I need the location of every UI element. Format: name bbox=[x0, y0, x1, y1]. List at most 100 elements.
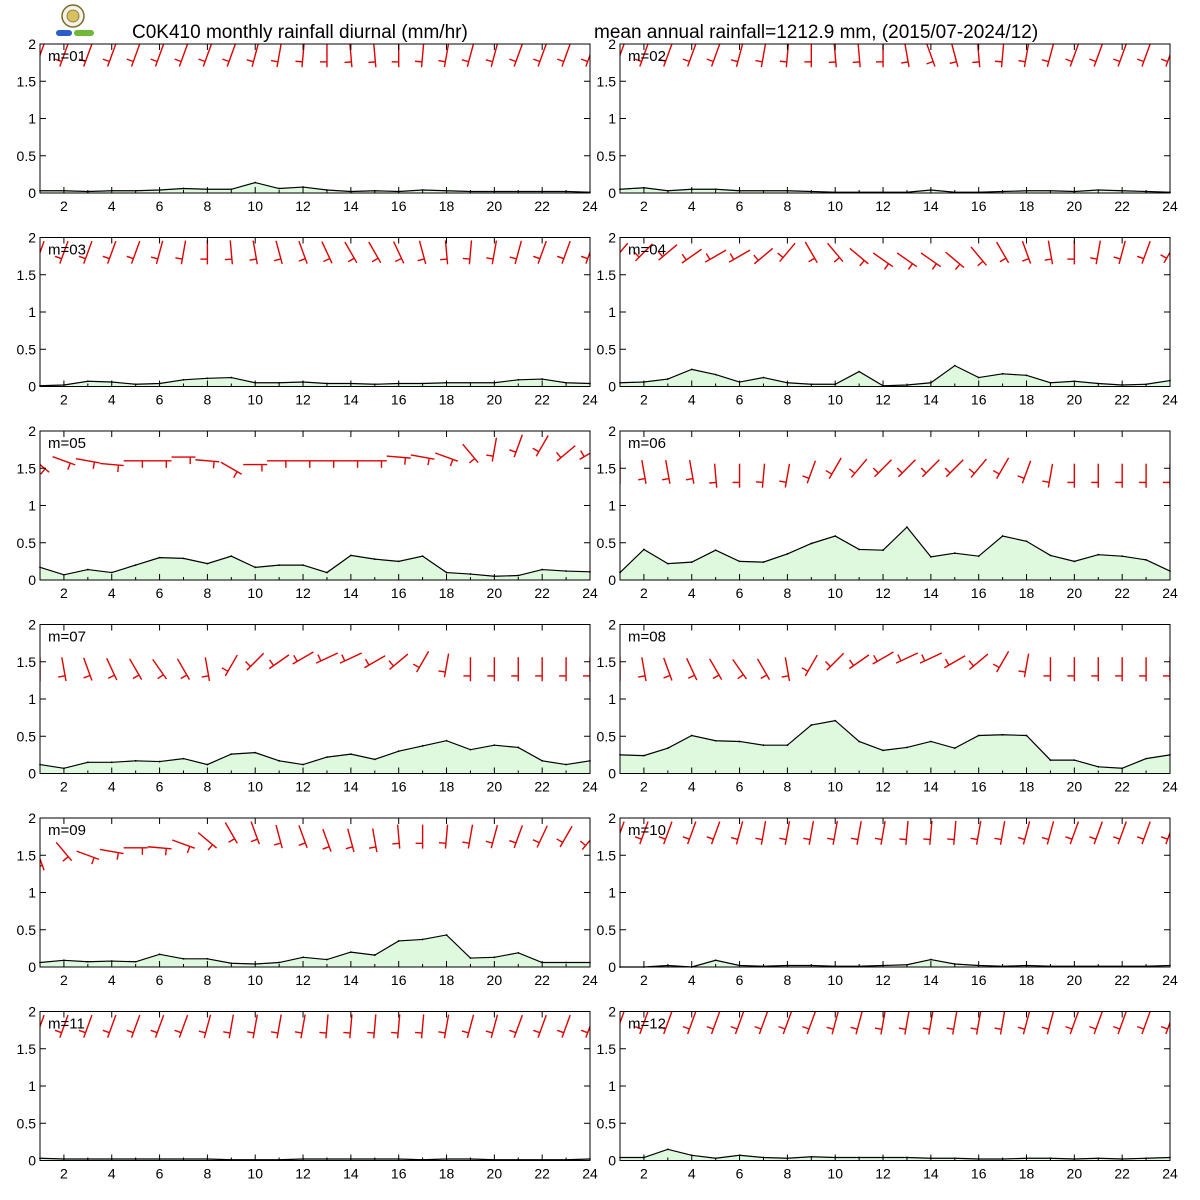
wind-barb-feather bbox=[947, 838, 955, 841]
month-label: m=05 bbox=[48, 435, 86, 452]
wind-barb-feather bbox=[438, 1031, 446, 1034]
month-label: m=03 bbox=[48, 242, 86, 259]
wind-barb-shaft bbox=[195, 459, 220, 463]
wind-barb-shaft bbox=[663, 1011, 673, 1035]
wind-barb-shaft bbox=[1165, 1020, 1170, 1035]
x-tick-label: 16 bbox=[391, 585, 407, 601]
wind-barb-feather bbox=[461, 59, 469, 63]
wind-barb-shaft bbox=[686, 1011, 697, 1035]
wind-barb-feather bbox=[1065, 1025, 1073, 1030]
x-tick-label: 22 bbox=[1114, 972, 1130, 988]
wind-barb-shaft bbox=[1141, 821, 1151, 845]
wind-barb-shaft bbox=[639, 44, 649, 67]
wind-barb-feather bbox=[532, 839, 540, 844]
x-tick-label: 22 bbox=[534, 972, 550, 988]
rain-point bbox=[810, 1155, 813, 1158]
month-label: m=10 bbox=[628, 822, 666, 839]
x-tick-label: 18 bbox=[1019, 1166, 1035, 1182]
x-tick-label: 16 bbox=[971, 198, 987, 214]
y-tick-label: 2 bbox=[608, 230, 616, 246]
x-tick-label: 18 bbox=[1019, 392, 1035, 408]
wind-barb-feather bbox=[468, 457, 476, 464]
wind-barb-shaft bbox=[620, 1011, 625, 1025]
rain-point bbox=[278, 759, 281, 762]
y-tick-label: 0 bbox=[608, 185, 616, 201]
rain-point bbox=[541, 759, 544, 762]
wind-barb-feather bbox=[883, 263, 890, 270]
rain-point bbox=[254, 751, 257, 754]
wind-barb-shaft bbox=[826, 242, 844, 263]
wind-barb-feather bbox=[117, 465, 120, 473]
x-tick-label: 4 bbox=[108, 1166, 116, 1182]
y-tick-label: 0.5 bbox=[597, 341, 617, 357]
panel-m=06: 00.511.522 4 6 8 10 12 14 16 18 20 22 24m=06 bbox=[597, 423, 1178, 601]
wind-barb-shaft bbox=[268, 654, 290, 670]
rain-point bbox=[1121, 555, 1124, 558]
wind-barb-feather bbox=[833, 257, 840, 263]
wind-barb-shaft bbox=[681, 248, 702, 264]
x-tick-label: 24 bbox=[582, 198, 598, 214]
wind-barb-shaft bbox=[579, 452, 590, 460]
rain-point bbox=[302, 763, 304, 766]
wind-barb-feather bbox=[709, 481, 717, 484]
wind-barb-feather bbox=[157, 674, 164, 680]
wind-barb-shaft bbox=[1000, 44, 1005, 68]
x-tick-label: 22 bbox=[1114, 198, 1130, 214]
x-tick-label: 6 bbox=[156, 585, 164, 601]
wind-barb-feather bbox=[1017, 1026, 1025, 1030]
x-tick-label: 16 bbox=[971, 972, 987, 988]
rain-point bbox=[206, 763, 209, 766]
wind-barb-shaft bbox=[758, 1011, 769, 1035]
rain-point bbox=[714, 188, 717, 191]
month-label: m=11 bbox=[48, 1016, 85, 1033]
wind-barb-shaft bbox=[420, 1014, 425, 1039]
x-tick-label: 10 bbox=[247, 585, 263, 601]
x-tick-label: 4 bbox=[688, 1166, 696, 1182]
wind-barb-feather bbox=[414, 60, 423, 63]
wind-barb-feather bbox=[944, 467, 951, 474]
wind-barb-shaft bbox=[970, 246, 987, 266]
rain-point bbox=[397, 560, 400, 563]
wind-barb-feather bbox=[556, 838, 564, 844]
wind-barb-shaft bbox=[154, 1014, 165, 1038]
wind-barb-shaft bbox=[928, 1011, 934, 1035]
rain-point bbox=[182, 557, 185, 560]
wind-barb-shaft bbox=[581, 839, 590, 850]
wind-barb-shaft bbox=[491, 437, 498, 462]
rain-point bbox=[517, 746, 520, 749]
wind-barb-shaft bbox=[874, 459, 893, 478]
wind-barb-shaft bbox=[1047, 240, 1054, 265]
wind-barb-feather bbox=[322, 846, 330, 850]
wind-barb-shaft bbox=[106, 44, 117, 67]
wind-barb-shaft bbox=[663, 657, 673, 681]
wind-barb-feather bbox=[808, 257, 816, 263]
wind-barb-feather bbox=[638, 675, 646, 678]
wind-barb-shaft bbox=[106, 658, 118, 681]
wind-barb-shaft bbox=[373, 1014, 377, 1039]
rain-line bbox=[39, 554, 591, 577]
wind-barb-feather bbox=[755, 837, 763, 841]
wind-barb-shaft bbox=[490, 824, 499, 849]
x-tick-label: 18 bbox=[1019, 972, 1035, 988]
wind-barb-shaft bbox=[945, 459, 964, 478]
wind-barb-shaft bbox=[734, 1011, 745, 1035]
rain-line bbox=[39, 1157, 591, 1161]
panel-frame bbox=[39, 43, 591, 194]
month-label: m=08 bbox=[628, 629, 666, 646]
wind-barb-feather bbox=[634, 836, 642, 840]
rain-point bbox=[206, 377, 209, 380]
month-label: m=02 bbox=[628, 48, 666, 65]
wind-barb-shaft bbox=[1165, 53, 1170, 67]
wind-barb-feather bbox=[610, 253, 615, 257]
wind-barb-shaft bbox=[106, 240, 117, 264]
wind-barbs bbox=[620, 44, 1170, 68]
x-tick-label: 10 bbox=[247, 779, 263, 795]
wind-barb-shaft bbox=[620, 821, 625, 835]
wind-barb-shaft bbox=[443, 1014, 450, 1039]
wind-barb-shaft bbox=[1141, 240, 1151, 264]
wind-barb-shaft bbox=[760, 820, 767, 845]
rain-point bbox=[1145, 757, 1147, 760]
wind-barb-feather bbox=[295, 60, 303, 63]
x-tick-label: 24 bbox=[1162, 392, 1178, 408]
panel-frame bbox=[619, 817, 1171, 968]
